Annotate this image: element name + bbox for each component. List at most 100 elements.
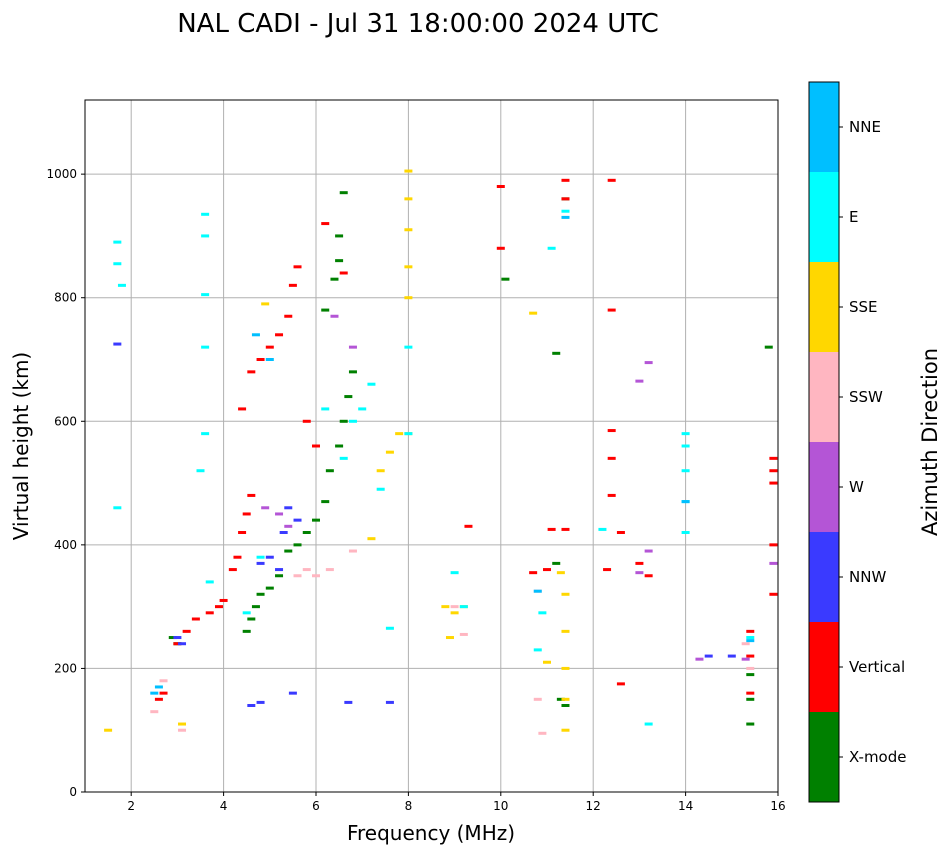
data-point [275, 333, 284, 337]
data-point [113, 262, 122, 266]
data-point [275, 574, 284, 578]
data-point [607, 178, 616, 182]
y-tick-label: 200 [54, 661, 77, 675]
colorbar: X-mode Vertical NNW W SSW SSE E NNE [808, 81, 906, 803]
data-point [302, 419, 311, 423]
data-point [154, 685, 163, 689]
data-point [741, 642, 750, 646]
data-point [543, 660, 551, 664]
data-point [113, 506, 122, 510]
data-point [746, 697, 755, 701]
data-point [644, 549, 653, 553]
data-point [256, 561, 265, 565]
data-point [764, 345, 773, 349]
data-point [547, 246, 556, 250]
data-point [704, 654, 713, 658]
data-point [529, 311, 538, 315]
data-point [404, 228, 413, 232]
data-point [182, 629, 191, 633]
colorbar-segment [809, 442, 839, 532]
data-point [404, 296, 413, 300]
colorbar-segment [809, 712, 839, 802]
colorbar-label: NNW [849, 568, 886, 586]
colorbar-title: Azimuth Direction [918, 348, 942, 536]
data-point [445, 636, 454, 640]
colorbar-label: X-mode [849, 748, 906, 766]
data-point [238, 531, 247, 534]
data-point [312, 574, 320, 578]
data-point [561, 697, 570, 701]
data-point [561, 197, 570, 201]
data-point [275, 568, 284, 572]
data-point [464, 524, 473, 528]
colorbar-label: E [849, 208, 858, 226]
data-point [302, 531, 311, 534]
data-point [746, 629, 755, 633]
data-point [242, 512, 251, 516]
data-point [746, 722, 755, 726]
data-point [607, 429, 616, 433]
data-point [335, 259, 344, 263]
x-axis-ticks: 2 4 6 8 10 12 14 16 [127, 792, 786, 813]
series-vertical [154, 178, 778, 701]
x-axis-label: Frequency (MHz) [347, 821, 515, 845]
data-point [769, 561, 778, 565]
colorbar-label: NNE [849, 118, 881, 136]
data-point [312, 444, 320, 448]
colorbar-segment [809, 262, 839, 352]
data-point [616, 682, 625, 686]
colorbar-segment [809, 622, 839, 712]
data-point [321, 407, 330, 411]
data-point [561, 527, 570, 531]
colorbar-segment [809, 352, 839, 442]
data-point [496, 185, 505, 188]
data-point [746, 639, 755, 643]
data-point [746, 636, 755, 640]
y-tick-label: 1000 [46, 167, 77, 181]
data-point [168, 636, 177, 640]
data-point [238, 407, 247, 411]
data-point [261, 302, 270, 306]
data-point [275, 512, 284, 516]
x-tick-label: 8 [405, 799, 413, 813]
data-point [251, 605, 260, 609]
data-point [727, 654, 736, 658]
data-point [339, 456, 348, 460]
series-ssw [150, 549, 755, 735]
data-point [552, 351, 561, 355]
data-point [256, 358, 265, 361]
data-point [251, 333, 260, 337]
data-point [385, 626, 394, 630]
y-tick-label: 800 [54, 291, 77, 305]
data-point [247, 493, 256, 497]
data-point [404, 432, 413, 436]
series-w [261, 314, 778, 661]
data-point [293, 518, 302, 522]
data-point [681, 469, 690, 473]
data-point [561, 209, 570, 213]
data-point [404, 345, 413, 349]
data-point [450, 611, 459, 615]
data-point [201, 234, 210, 238]
data-point [681, 444, 690, 448]
data-point [561, 178, 570, 182]
x-tick-label: 4 [220, 799, 228, 813]
series-x-mode [168, 191, 773, 726]
data-point [150, 710, 159, 714]
data-point [339, 191, 348, 195]
data-point [302, 568, 311, 572]
data-point [178, 722, 187, 726]
data-point [746, 691, 755, 695]
data-point [404, 265, 413, 269]
data-point [201, 432, 210, 436]
x-tick-label: 12 [586, 799, 601, 813]
data-point [741, 657, 750, 661]
data-point [201, 293, 210, 297]
data-point [533, 697, 542, 701]
data-point [376, 469, 385, 473]
data-point [385, 700, 394, 704]
colorbar-segment [809, 82, 839, 172]
data-point [533, 589, 542, 593]
data-point [769, 592, 778, 596]
data-point [339, 271, 348, 275]
